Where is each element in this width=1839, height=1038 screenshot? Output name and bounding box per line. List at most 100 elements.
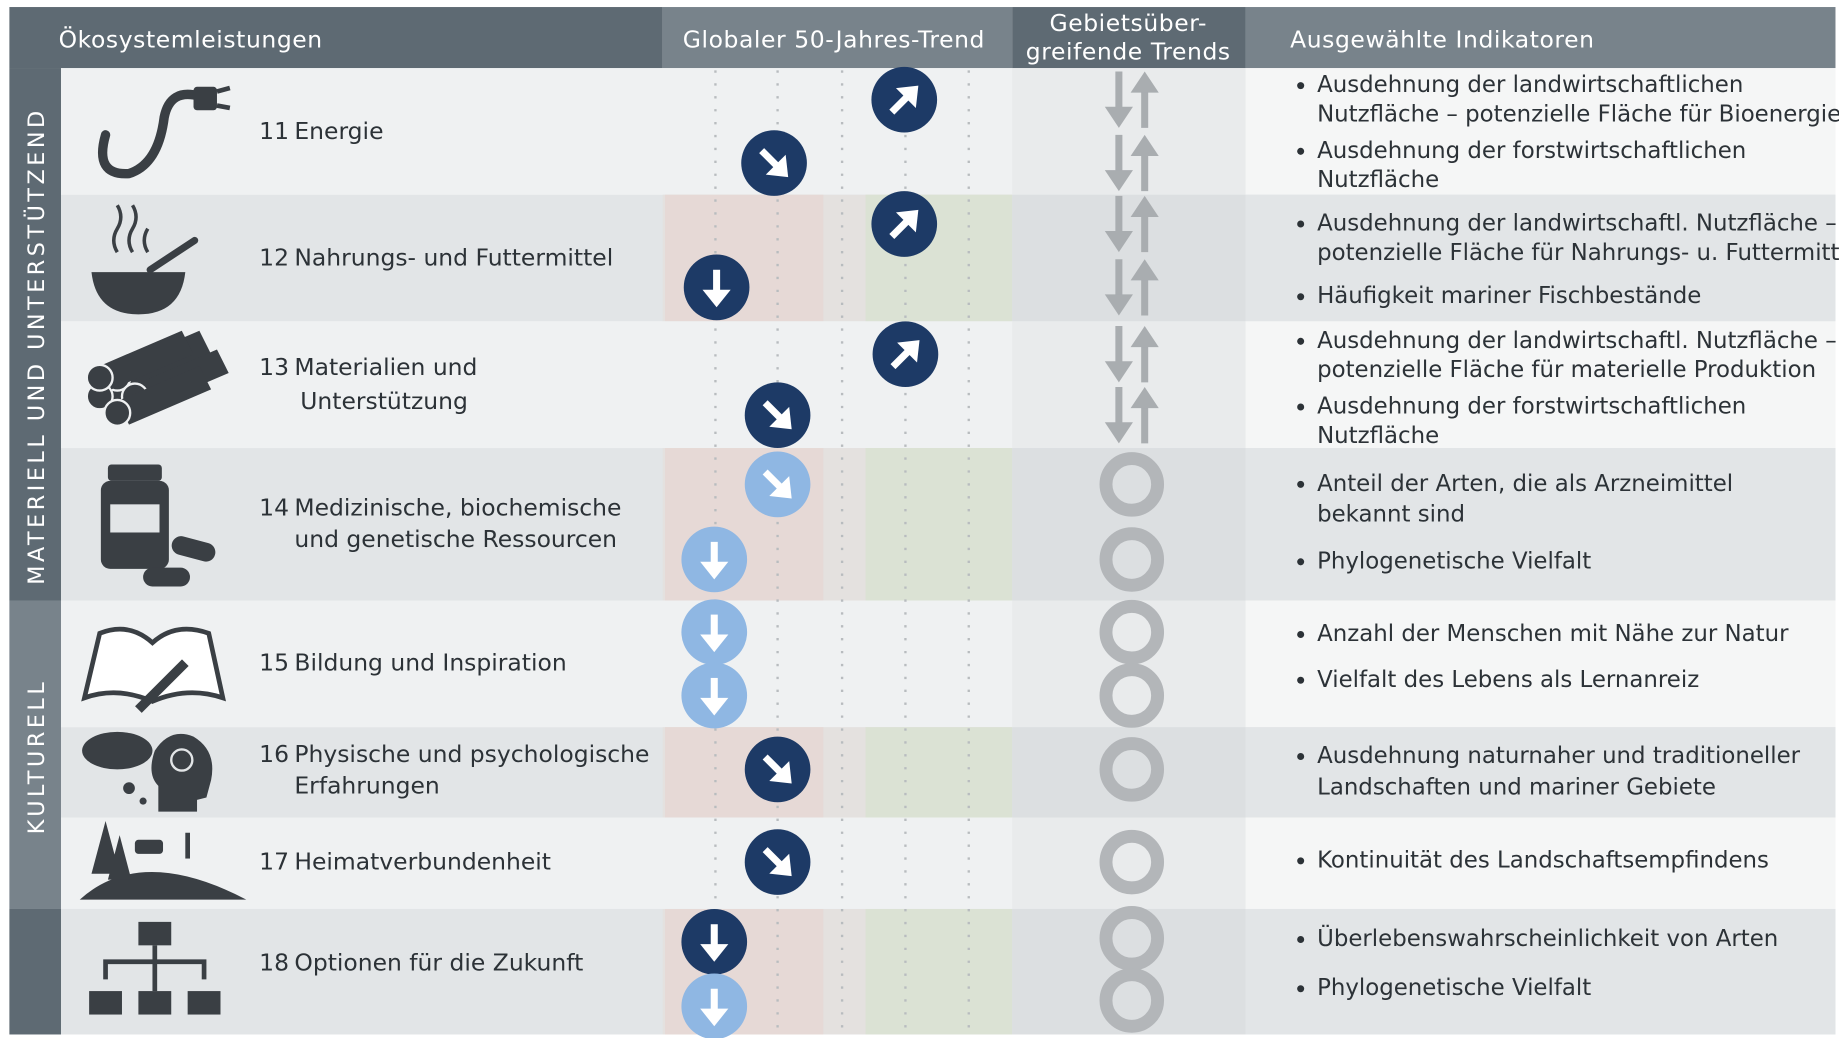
row-name: und genetische Ressourcen bbox=[294, 525, 617, 553]
trend-arrow bbox=[681, 908, 748, 975]
no-trend-ring bbox=[1099, 599, 1165, 665]
head-mark bbox=[170, 748, 194, 772]
steam bbox=[112, 204, 150, 254]
no-trend-ring bbox=[1099, 906, 1165, 971]
trend-arrow bbox=[681, 973, 748, 1038]
trend-background bbox=[662, 817, 1013, 909]
arrow-head bbox=[1104, 231, 1133, 253]
book bbox=[81, 626, 227, 704]
pencil bbox=[135, 659, 189, 713]
indicator-text: Kontinuität des Landschaftsempfindens bbox=[1317, 847, 1769, 873]
header-title: Gebietsüber- bbox=[1049, 9, 1207, 37]
plug-pins bbox=[216, 85, 231, 111]
arrow-glyph bbox=[762, 754, 792, 784]
arrow-glyph bbox=[889, 209, 919, 239]
arrow-head bbox=[769, 406, 792, 430]
indicator-text: Nutzfläche bbox=[1317, 167, 1439, 193]
arrow-glyph bbox=[762, 847, 792, 877]
trend-arrow bbox=[872, 321, 939, 388]
trend-arrow bbox=[744, 736, 811, 803]
arrow-head bbox=[1130, 134, 1159, 156]
bullet bbox=[1297, 558, 1305, 566]
spoon bbox=[146, 236, 199, 274]
arrow-head bbox=[769, 761, 792, 784]
arrow-head bbox=[1104, 170, 1133, 192]
bullet bbox=[1297, 480, 1305, 488]
indicator-background bbox=[1245, 68, 1836, 195]
row-name: Energie bbox=[294, 117, 383, 145]
indicator-text: Ausdehnung der landwirtschaftl. Nutzfläc… bbox=[1317, 328, 1837, 354]
trend-arrow bbox=[744, 382, 811, 449]
row-name: Heimatverbundenheit bbox=[294, 848, 551, 876]
arrow-head bbox=[1130, 195, 1159, 217]
log bbox=[99, 330, 194, 390]
icon-experience bbox=[82, 731, 213, 812]
regional-arrows bbox=[1104, 71, 1159, 128]
regional-background bbox=[1012, 194, 1246, 322]
arrow-head bbox=[700, 1008, 729, 1027]
icon-medicine bbox=[100, 464, 216, 587]
arrow-glyph bbox=[702, 269, 731, 308]
row-number: 18 bbox=[259, 949, 289, 977]
no-trend-ring bbox=[1099, 452, 1165, 517]
arrow-head bbox=[700, 697, 729, 716]
arrow-head bbox=[895, 209, 919, 233]
arrow-head bbox=[700, 634, 729, 653]
pill bbox=[171, 536, 216, 562]
tree bbox=[91, 821, 132, 880]
row-name: Physische und psychologische bbox=[294, 740, 649, 768]
header-bg bbox=[9, 7, 663, 69]
trend-arrow bbox=[681, 662, 748, 729]
row-number: 11 bbox=[259, 117, 289, 145]
bullet bbox=[1297, 857, 1305, 865]
trend-arrow bbox=[744, 451, 811, 518]
trend-arrow bbox=[683, 254, 750, 321]
icon-energy bbox=[97, 85, 231, 179]
bullet bbox=[1297, 147, 1305, 155]
regional-background bbox=[1012, 448, 1246, 601]
row-number: 12 bbox=[259, 244, 289, 272]
row-name: Nahrungs- und Futtermittel bbox=[294, 244, 613, 272]
regional-arrows bbox=[1104, 387, 1159, 444]
arrow-head bbox=[1104, 106, 1133, 128]
plug bbox=[193, 86, 217, 111]
arrow-head bbox=[1130, 387, 1159, 409]
trend-arrow bbox=[871, 66, 938, 133]
indicator-text: Vielfalt des Lebens als Lernanreiz bbox=[1317, 667, 1699, 693]
trend-arrow bbox=[871, 191, 938, 257]
indicator-text: Ausdehnung der forstwirtschaftlichen bbox=[1317, 393, 1746, 419]
header-title: Ökosystemleistungen bbox=[59, 26, 323, 54]
indicator-background bbox=[1245, 194, 1836, 322]
arrow-head bbox=[700, 561, 729, 580]
arrow-head bbox=[1104, 422, 1133, 444]
indicator-text: Ausdehnung der landwirtschaftl. Nutzfläc… bbox=[1317, 211, 1837, 237]
thought-cloud bbox=[82, 731, 153, 770]
log-end bbox=[103, 398, 132, 427]
trend-increase-zone bbox=[865, 448, 1013, 601]
arrow-head bbox=[1104, 294, 1133, 316]
bullet bbox=[1297, 676, 1305, 684]
bullet bbox=[1297, 631, 1305, 639]
header-title: Globaler 50-Jahres-Trend bbox=[683, 26, 985, 54]
trend-arrow bbox=[744, 829, 811, 895]
regional-background bbox=[1012, 321, 1246, 449]
arrow-glyph bbox=[700, 677, 729, 716]
connector bbox=[103, 945, 207, 992]
arrow-glyph bbox=[889, 85, 919, 115]
plug-cable bbox=[97, 89, 205, 179]
arrow-head bbox=[1130, 259, 1159, 281]
node bbox=[89, 991, 122, 1015]
arrow-head bbox=[765, 154, 789, 178]
indicator-text: Phylogenetische Vielfalt bbox=[1317, 548, 1591, 574]
no-trend-ring bbox=[1099, 663, 1165, 728]
bullet bbox=[1297, 337, 1305, 345]
header-bg bbox=[1245, 7, 1836, 69]
indicator-background bbox=[1245, 600, 1836, 728]
log-end bbox=[85, 363, 114, 392]
row-name: Materialien und bbox=[294, 353, 477, 381]
trend-increase-zone bbox=[865, 908, 1013, 1035]
node bbox=[138, 921, 172, 946]
indicator-text: Überlebenswahrscheinlichkeit von Arten bbox=[1317, 924, 1778, 952]
arrow-head bbox=[895, 85, 919, 108]
indicator-text: bekannt sind bbox=[1317, 501, 1465, 527]
